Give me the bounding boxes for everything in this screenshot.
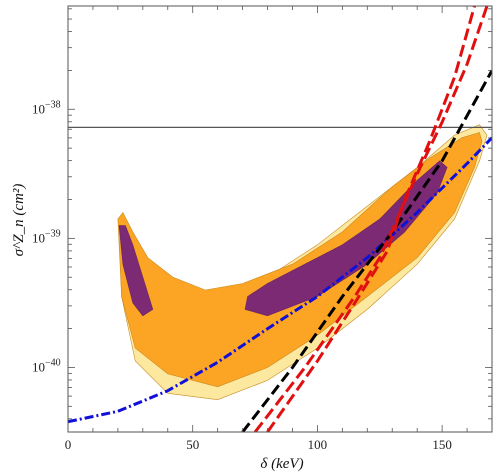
y-tick-label: 10−40 [32,357,61,374]
y-tick-label: 10−39 [32,228,61,245]
x-tick-label: 0 [65,437,72,452]
y-axis-label: σ^Z_n (cm²) [11,184,27,257]
svg-text:σ^Z_n (cm²): σ^Z_n (cm²) [11,184,27,257]
series-line-2 [253,6,489,432]
region-2 [118,225,154,317]
x-axis-label-text: δ (keV) [260,456,303,472]
region-1 [117,132,483,388]
series-line-1 [241,69,492,432]
region-3 [244,160,448,317]
confidence-regions [117,124,488,401]
series-line-3 [266,6,476,432]
x-tick-label: 150 [432,437,452,452]
y-tick-label: 10−38 [32,99,61,116]
ticks: 0 50 100 150 10−38 10−39 10−40 [32,6,493,452]
series-line-0 [68,136,492,424]
x-tick-label: 100 [308,437,328,452]
x-tick-label: 50 [186,437,199,452]
x-axis-label: δ (keV) [260,456,303,472]
svg-text:δ (keV): δ (keV) [260,456,303,472]
plot-frame [67,5,493,433]
y-axis-label-text: σ^Z_n (cm²) [11,184,27,257]
curves [68,6,492,432]
